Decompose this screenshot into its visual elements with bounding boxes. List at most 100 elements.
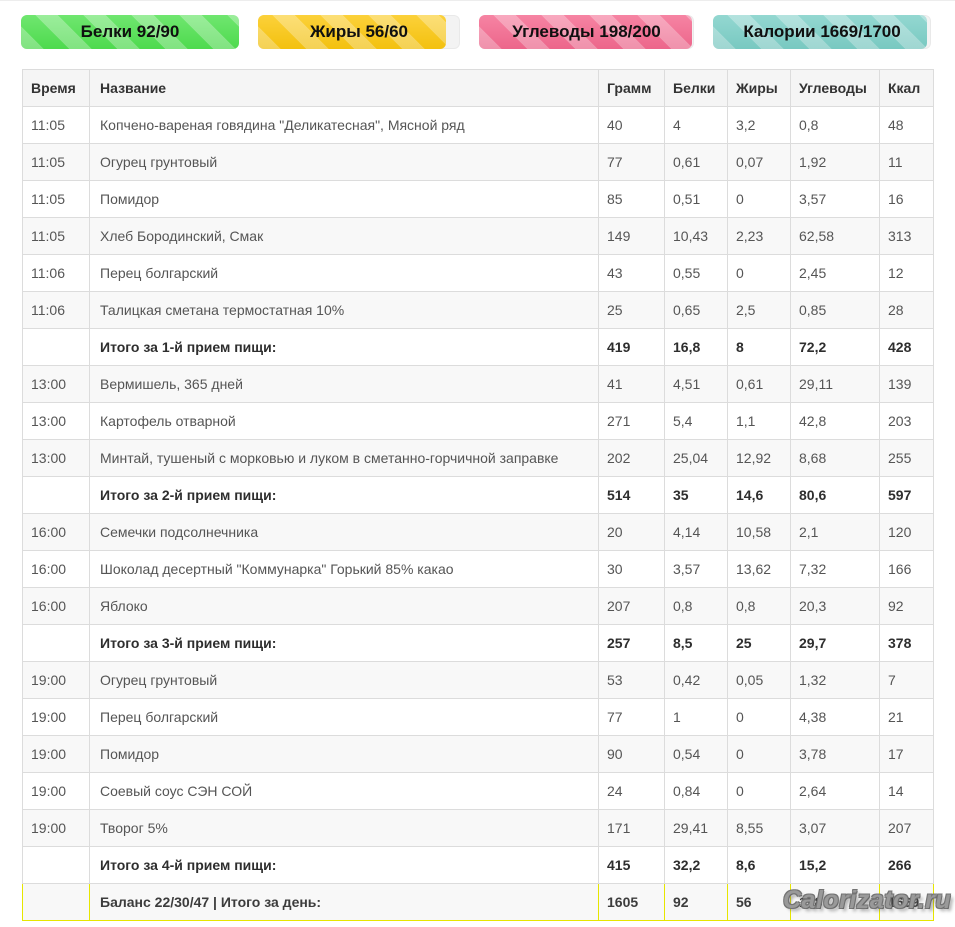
protein-cell: 3,57 [664, 550, 728, 588]
name-cell: Итого за 1-й прием пищи: [89, 328, 599, 366]
grams-cell: 40 [598, 106, 665, 144]
kcal-cell: 139 [879, 365, 934, 403]
fat-cell: 1,1 [727, 402, 791, 440]
food-row: 19:00 Перец болгарский 77 1 0 4,38 21 [22, 698, 934, 736]
daily-total-row: Баланс 22/30/47 | Итого за день: 1605 92 56… [22, 883, 934, 921]
carbs-cell: 3,07 [790, 809, 880, 847]
name-cell: Творог 5% [89, 809, 599, 847]
kcal-cell: 378 [879, 624, 934, 662]
kcal-cell: 255 [879, 439, 934, 477]
column-header-fat: Жиры [727, 69, 791, 107]
column-header-kcal: Ккал [879, 69, 934, 107]
daily-summary-bar: Белки 92/90 Жиры 56/60 Углеводы 198/200 … [0, 1, 955, 49]
name-cell: Хлеб Бородинский, Смак [89, 217, 599, 255]
carbs-cell: 4,38 [790, 698, 880, 736]
fat-cell: 0 [727, 698, 791, 736]
time-cell [22, 476, 90, 514]
carbs-cell: 29,11 [790, 365, 880, 403]
protein-cell: 4,14 [664, 513, 728, 551]
fat-cell: 25 [727, 624, 791, 662]
time-cell: 16:00 [22, 550, 90, 588]
kcal-cell: 266 [879, 846, 934, 884]
grams-cell: 53 [598, 661, 665, 699]
fat-cell: 0 [727, 254, 791, 292]
grams-cell: 149 [598, 217, 665, 255]
food-row: 19:00 Творог 5% 171 29,41 8,55 3,07 207 [22, 809, 934, 847]
fat-cell: 12,92 [727, 439, 791, 477]
kcal-cell: 7 [879, 661, 934, 699]
carbs-cell: 62,58 [790, 217, 880, 255]
fat-cell: 10,58 [727, 513, 791, 551]
fat-cell: 0,05 [727, 661, 791, 699]
fat-cell: 8,6 [727, 846, 791, 884]
kcal-cell: 207 [879, 809, 934, 847]
kcal-cell: 428 [879, 328, 934, 366]
protein-cell: 0,84 [664, 772, 728, 810]
kcal-cell: 203 [879, 402, 934, 440]
column-header-carbs: Углеводы [790, 69, 880, 107]
protein-progress-label: Белки 92/90 [80, 22, 180, 41]
carbs-cell: 2,1 [790, 513, 880, 551]
food-row: 19:00 Соевый соус СЭН СОЙ 24 0,84 0 2,64 14 [22, 772, 934, 810]
protein-cell: 29,41 [664, 809, 728, 847]
time-cell: 16:00 [22, 587, 90, 625]
food-row: 16:00 Шоколад десертный "Коммунарка" Горь… [22, 550, 934, 588]
fat-cell: 3,2 [727, 106, 791, 144]
kcal-cell: 17 [879, 735, 934, 773]
carbs-cell: 15,2 [790, 846, 880, 884]
carbs-cell: 80,6 [790, 476, 880, 514]
food-row: 11:05 Копчено-вареная говядина "Деликатес… [22, 106, 934, 144]
protein-progress-fill [21, 15, 239, 49]
time-cell: 13:00 [22, 439, 90, 477]
kcal-cell: 14 [879, 772, 934, 810]
name-cell: Яблоко [89, 587, 599, 625]
grams-cell: 43 [598, 254, 665, 292]
grams-cell: 30 [598, 550, 665, 588]
name-cell: Минтай, тушеный с морковью и луком в сме… [89, 439, 599, 477]
grams-cell: 85 [598, 180, 665, 218]
name-cell: Семечки подсолнечника [89, 513, 599, 551]
kcal-cell: 92 [879, 587, 934, 625]
carbs-cell: 3,78 [790, 735, 880, 773]
food-row: 11:05 Огурец грунтовый 77 0,61 0,07 1,92 11 [22, 143, 934, 181]
carbs-cell: 72,2 [790, 328, 880, 366]
protein-cell: 8,5 [664, 624, 728, 662]
grams-cell: 77 [598, 698, 665, 736]
carbs-cell: 2,64 [790, 772, 880, 810]
name-cell: Итого за 4-й прием пищи: [89, 846, 599, 884]
name-cell: Шоколад десертный "Коммунарка" Горький 8… [89, 550, 599, 588]
table-header: Время Название Грамм Белки Жиры Углеводы… [22, 69, 934, 107]
carbs-cell: 7,32 [790, 550, 880, 588]
fat-cell: 14,6 [727, 476, 791, 514]
fat-progress-badge: Жиры 56/60 [258, 15, 460, 49]
protein-cell: 32,2 [664, 846, 728, 884]
time-cell: 19:00 [22, 698, 90, 736]
kcal-cell: 313 [879, 217, 934, 255]
name-cell: Соевый соус СЭН СОЙ [89, 772, 599, 810]
time-cell: 11:05 [22, 106, 90, 144]
kcal-cell: 21 [879, 698, 934, 736]
grams-cell: 24 [598, 772, 665, 810]
food-row: 13:00 Вермишель, 365 дней 41 4,51 0,61 29,11 1… [22, 365, 934, 403]
kcal-cell: 48 [879, 106, 934, 144]
fat-cell: 2,23 [727, 217, 791, 255]
protein-cell: 4 [664, 106, 728, 144]
food-row: 11:05 Помидор 85 0,51 0 3,57 16 [22, 180, 934, 218]
grams-cell: 419 [598, 328, 665, 366]
carbs-cell: 3,57 [790, 180, 880, 218]
kcal-cell: 11 [879, 143, 934, 181]
column-header-time: Время [22, 69, 90, 107]
kcal-cell: 166 [879, 550, 934, 588]
calories-progress-fill [713, 15, 927, 49]
fat-cell: 56 [727, 883, 791, 921]
name-cell: Помидор [89, 180, 599, 218]
carbs-cell: 8,68 [790, 439, 880, 477]
fat-cell: 0 [727, 735, 791, 773]
food-row: 11:06 Перец болгарский 43 0,55 0 2,45 12 [22, 254, 934, 292]
food-row: 19:00 Огурец грунтовый 53 0,42 0,05 1,32 7 [22, 661, 934, 699]
food-row: 16:00 Семечки подсолнечника 20 4,14 10,58 2,1… [22, 513, 934, 551]
grams-cell: 415 [598, 846, 665, 884]
time-cell [22, 328, 90, 366]
carbs-cell: 1,92 [790, 143, 880, 181]
name-cell: Перец болгарский [89, 698, 599, 736]
